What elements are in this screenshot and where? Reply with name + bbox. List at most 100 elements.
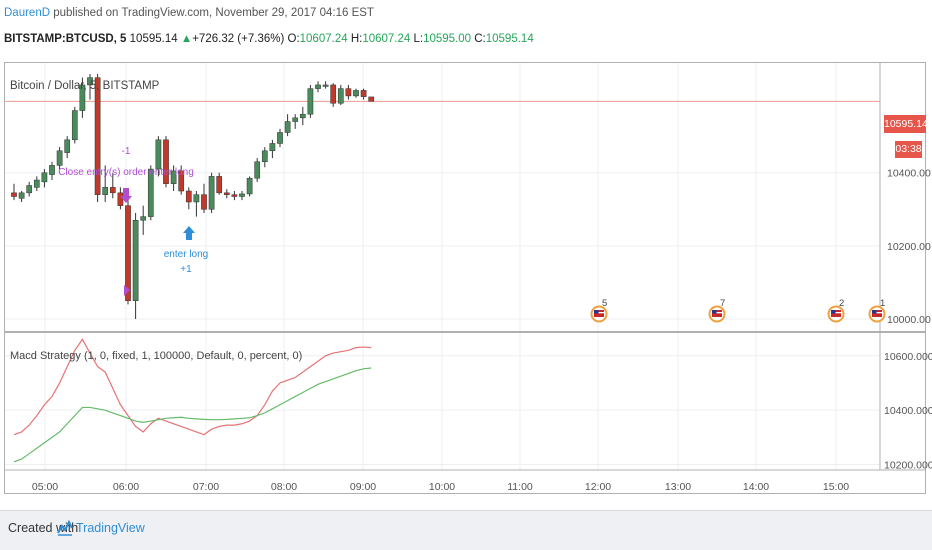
candle-body <box>33 179 40 188</box>
candle <box>147 165 154 221</box>
candle-body <box>56 150 63 166</box>
candle <box>208 172 215 213</box>
entry-label: enter long <box>164 249 208 260</box>
candle-body <box>322 84 329 87</box>
candle <box>201 183 207 213</box>
candle <box>125 194 131 305</box>
flag-stripe <box>872 312 882 314</box>
flag-stripes <box>831 310 841 317</box>
x-tick-label: 13:00 <box>665 481 691 493</box>
candle <box>284 114 291 137</box>
candle-body <box>353 90 359 97</box>
x-tick-label: 12:00 <box>585 481 611 493</box>
candle-body <box>201 194 207 210</box>
x-tick-label: 05:00 <box>32 481 58 493</box>
candle-body <box>208 176 215 210</box>
event-count: 7 <box>720 298 725 309</box>
candle <box>178 165 185 195</box>
candle-body <box>269 143 276 152</box>
candle <box>368 96 375 102</box>
footer: Created with TradingView <box>0 510 932 550</box>
candle <box>345 84 352 100</box>
candle <box>94 73 101 202</box>
candle <box>216 172 223 195</box>
flag-stripe <box>831 312 841 314</box>
flag-stripes <box>872 310 882 317</box>
event-count: 5 <box>602 298 607 309</box>
us-flag-event-icon: 5 <box>590 298 608 323</box>
x-tick-label: 11:00 <box>507 481 533 493</box>
close-order-qty: -1 <box>122 146 131 157</box>
symbol-bar: BITSTAMP:BTCUSD, 5 10595.14 ▲+726.32 (+7… <box>4 33 534 45</box>
x-tick-label: 10:00 <box>429 481 455 493</box>
candle-body <box>49 165 55 175</box>
candle-body <box>64 139 71 153</box>
tradingview-logo-icon[interactable] <box>57 519 73 537</box>
x-tick-label: 07:00 <box>193 481 219 493</box>
candle <box>140 205 147 235</box>
candle-body <box>254 161 261 179</box>
candle <box>330 83 337 107</box>
tradingview-link[interactable]: TradingView <box>76 521 145 535</box>
candle-body <box>117 192 124 206</box>
x-tick-label: 09:00 <box>350 481 376 493</box>
candle <box>185 187 192 210</box>
publish-text: published on TradingView.com, November 2… <box>53 7 374 19</box>
candle <box>170 165 177 192</box>
candle-body <box>170 170 177 184</box>
candle <box>360 88 367 100</box>
candle-body <box>41 172 48 183</box>
price-chart[interactable]: 05:00 06:00 07:00 08:00 09:00 10:00 11:00 12:00… <box>0 0 932 510</box>
publish-info: DaurenD published on TradingView.com, No… <box>4 7 374 19</box>
candle <box>239 191 245 201</box>
candle-body <box>231 194 238 197</box>
candle <box>11 183 17 201</box>
candle <box>26 181 33 197</box>
candle <box>353 88 359 98</box>
event-count: 1 <box>880 298 885 309</box>
candle-body <box>360 90 367 97</box>
candle-body <box>71 110 78 141</box>
candle-body <box>307 88 314 115</box>
candle-body <box>163 139 169 184</box>
candle <box>18 191 25 202</box>
candle-body <box>239 193 245 197</box>
price-change: +726.32 (+7.36%) <box>192 33 285 45</box>
candle <box>269 139 276 159</box>
signal-line <box>13 367 372 463</box>
candle <box>223 189 230 199</box>
candle <box>261 147 268 168</box>
candle-body <box>155 139 162 170</box>
candle <box>193 191 200 217</box>
candle <box>79 77 86 118</box>
candle-body <box>11 192 17 197</box>
candle-body <box>109 187 116 194</box>
candle-body <box>299 113 306 119</box>
candle-body <box>102 187 109 195</box>
candle <box>163 136 169 188</box>
macd-axis-label: 10200.0000 <box>884 460 932 472</box>
x-tick-label: 08:00 <box>271 481 297 493</box>
candle <box>33 176 40 192</box>
candle-body <box>330 84 337 104</box>
x-tick-label: 06:00 <box>113 481 139 493</box>
x-tick-label: 15:00 <box>823 481 849 493</box>
candle-body <box>147 168 154 217</box>
candle-body <box>216 176 223 194</box>
author-link[interactable]: DaurenD <box>4 7 51 19</box>
us-flag-event-icon: 1 <box>868 298 886 323</box>
candle-body <box>26 185 33 194</box>
price-pane-title: Bitcoin / Dollar, 5, BITSTAMP <box>10 80 160 92</box>
low-value: 10595.00 <box>423 33 472 45</box>
entry-up-arrow-icon <box>183 226 195 240</box>
event-count: 2 <box>839 298 844 309</box>
entry-qty: +1 <box>180 264 192 275</box>
candle-body <box>223 192 230 195</box>
exit-marker-icon <box>124 285 130 296</box>
candle-body <box>18 192 25 199</box>
candle-body <box>277 132 283 144</box>
chart-frame[interactable] <box>4 62 926 494</box>
candle <box>292 114 299 129</box>
candle-body <box>185 190 192 203</box>
macd-axis-label: 10400.0000 <box>884 405 932 417</box>
